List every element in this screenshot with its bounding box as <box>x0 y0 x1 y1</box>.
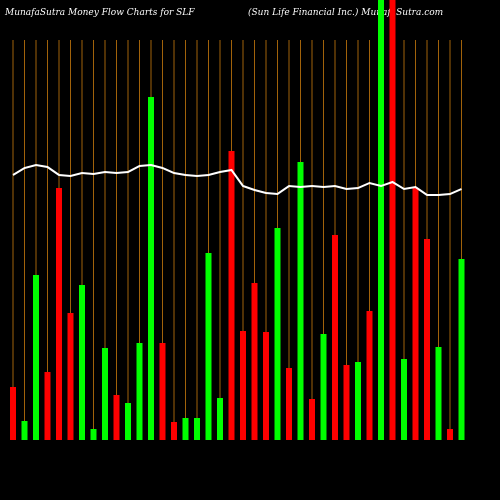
bar <box>332 235 338 440</box>
bar <box>67 313 74 440</box>
bar <box>355 362 361 440</box>
bar <box>389 0 396 440</box>
bar <box>343 365 350 440</box>
bar <box>447 429 453 440</box>
bar <box>378 0 384 440</box>
bar <box>286 368 292 440</box>
bar <box>240 331 246 440</box>
bar <box>435 347 442 440</box>
bar <box>56 188 62 440</box>
bar <box>194 418 200 440</box>
bar <box>412 188 419 440</box>
bar <box>217 398 223 440</box>
bar <box>228 151 235 440</box>
bar <box>102 348 108 440</box>
bar <box>90 429 97 440</box>
bar <box>366 311 373 440</box>
bar <box>44 372 51 440</box>
bar <box>182 418 189 440</box>
chart-title: MunafaSutra Money Flow Charts for SLF <box>4 8 195 18</box>
bar <box>424 239 430 440</box>
bar <box>10 387 16 440</box>
bar <box>113 395 120 440</box>
bar <box>251 283 258 440</box>
bar <box>274 228 281 440</box>
bar <box>33 275 39 440</box>
bar <box>401 359 407 440</box>
bar <box>320 334 327 440</box>
bar <box>21 421 28 440</box>
chart-subtitle: (Sun Life Financial Inc.) MunafaSutra.co… <box>248 7 443 18</box>
bar <box>458 259 465 440</box>
bar <box>125 403 131 440</box>
bar <box>297 162 304 440</box>
bar <box>205 253 212 440</box>
bar <box>263 332 269 440</box>
bar <box>148 97 154 440</box>
bar <box>171 422 177 440</box>
bar <box>136 343 143 440</box>
bar <box>159 343 166 440</box>
bar <box>79 285 85 440</box>
money-flow-line <box>12 163 462 196</box>
bar <box>309 399 315 440</box>
